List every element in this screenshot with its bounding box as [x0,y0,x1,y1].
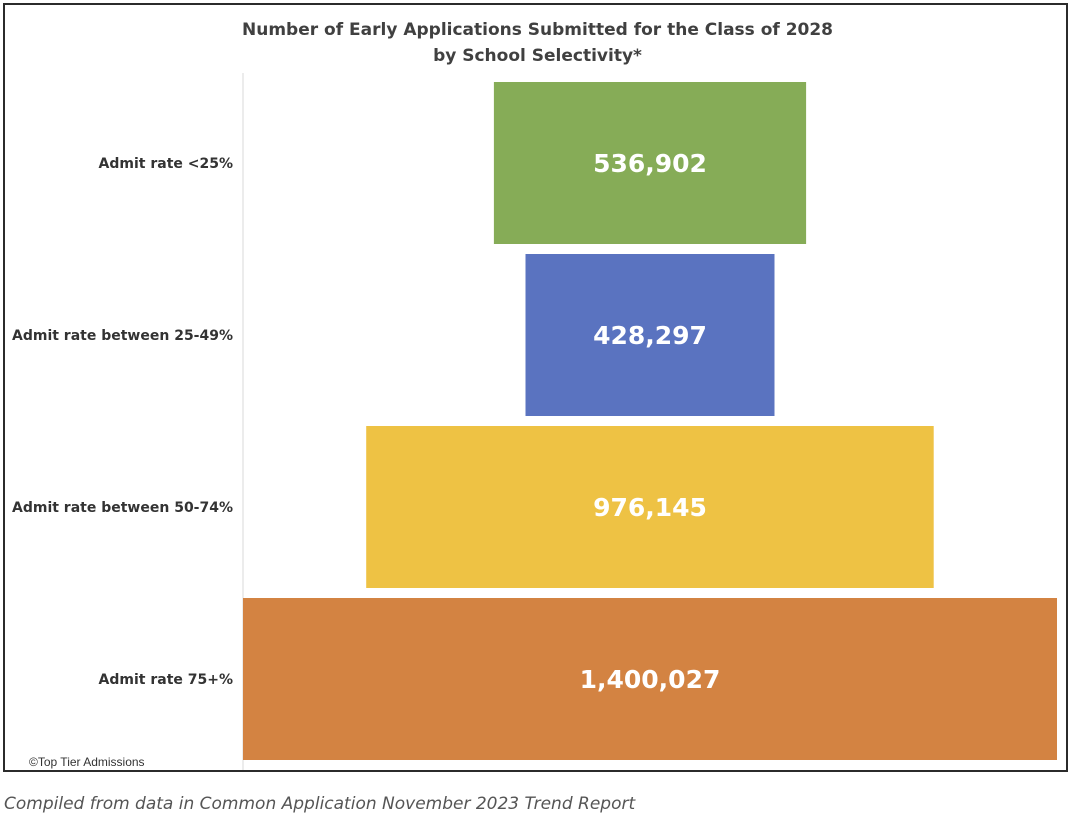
bar-value-label-1: 536,902 [593,149,707,178]
funnel-bar-1 [493,82,807,244]
funnel-bar-2 [525,254,775,416]
chart-title-line1: Number of Early Applications Submitted f… [241,20,834,40]
funnel-bar-3 [366,426,934,588]
source-caption: Compiled from data in Common Application… [4,794,636,814]
bar-value-label-3: 976,145 [593,493,707,522]
chart-subtitle: by School Selectivity* [433,46,642,66]
copyright-note: ©Top Tier Admissions [29,755,145,769]
funnel-chart: 536,902 Admit rate <25% 428,297 Admit rate … [12,73,1057,770]
category-label-4: Admit rate 75+% [99,672,233,688]
category-label-2: Admit rate between 25-49% [12,328,233,344]
bar-value-label-4: 1,400,027 [580,665,721,694]
category-label-3: Admit rate between 50-74% [12,500,233,516]
funnel-bar-4 [243,598,1057,760]
chart-title: Number of Early Applications Submitted f… [5,17,1070,69]
bar-value-label-2: 428,297 [593,321,707,350]
category-label-1: Admit rate <25% [99,156,233,172]
chart-frame: Number of Early Applications Submitted f… [3,3,1068,772]
